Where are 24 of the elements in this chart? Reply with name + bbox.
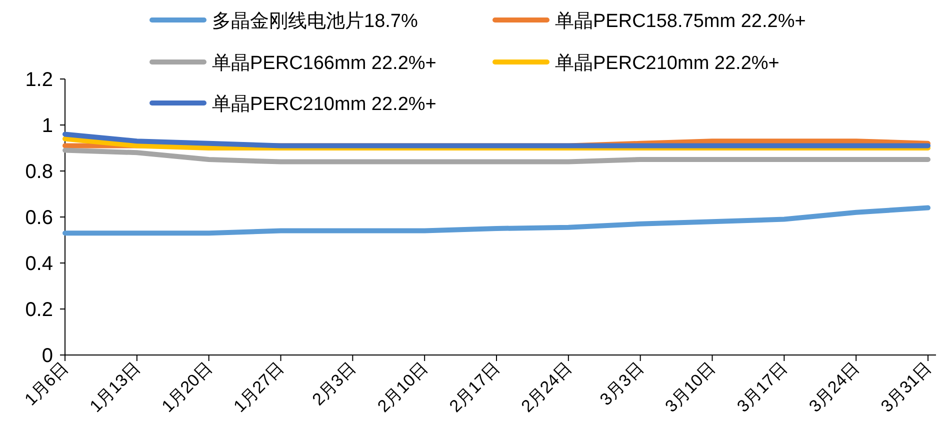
y-tick-label: 0.4 — [25, 253, 53, 275]
x-tick-label: 3月17日 — [733, 358, 791, 416]
y-tick-label: 1 — [42, 115, 53, 137]
y-tick-label: 0.8 — [25, 161, 53, 183]
y-tick-label: 1.2 — [25, 69, 53, 91]
x-tick-label: 1月13日 — [86, 358, 144, 416]
x-tick-label: 2月10日 — [374, 358, 432, 416]
x-tick-label: 2月3日 — [308, 358, 360, 410]
legend-label: 单晶PERC210mm 22.2%+ — [555, 53, 780, 74]
x-tick-label: 3月3日 — [596, 358, 648, 410]
legend-label: 单晶PERC210mm 22.2%+ — [212, 94, 436, 115]
x-tick-label: 2月24日 — [518, 358, 576, 416]
legend-label: 多晶金刚线电池片18.7% — [212, 11, 418, 32]
x-tick-label: 3月10日 — [662, 358, 720, 416]
y-tick-label: 0 — [42, 345, 53, 367]
x-tick-label: 2月17日 — [446, 358, 504, 416]
y-tick-label: 0.2 — [25, 299, 53, 321]
y-tick-label: 0.6 — [25, 207, 53, 229]
x-tick-label: 1月27日 — [230, 358, 288, 416]
x-tick-label: 1月20日 — [158, 358, 216, 416]
legend-label: 单晶PERC158.75mm 22.2%+ — [555, 11, 806, 32]
legend-label: 单晶PERC166mm 22.2%+ — [212, 53, 436, 74]
x-tick-label: 3月31日 — [877, 358, 935, 416]
x-tick-label: 3月24日 — [805, 358, 863, 416]
